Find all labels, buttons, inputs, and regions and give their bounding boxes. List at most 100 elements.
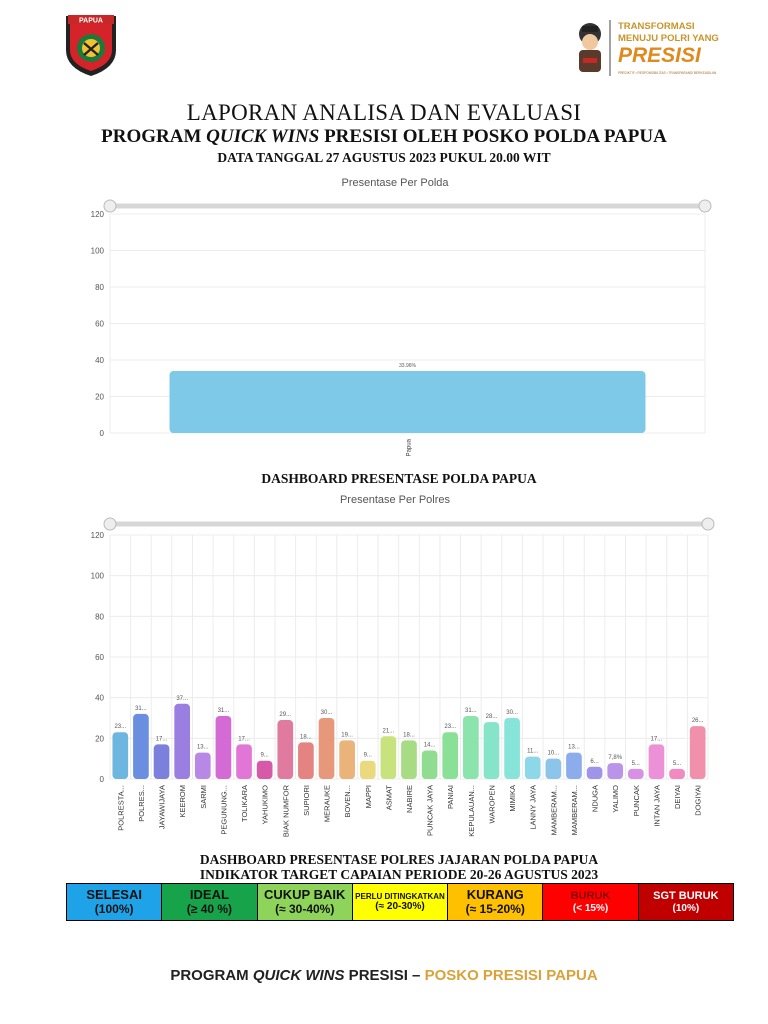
bar (421, 750, 438, 779)
bar (112, 732, 129, 779)
x-tick-label: JAYAWIJAYA (158, 785, 167, 829)
logo-transformasi: TRANSFORMASI (618, 21, 695, 32)
indicator-label: PERLU DITINGKATKAN (355, 891, 445, 901)
bar-value-label: 37... (176, 696, 188, 702)
subtitle-post: PRESISI OLEH POSKO POLDA PAPUA (319, 126, 667, 147)
bar-value-label: 31... (465, 708, 477, 714)
subtitle-pre: PROGRAM (101, 126, 207, 147)
bar (174, 703, 191, 779)
indicator-label: IDEAL (189, 886, 229, 902)
footer-italic: QUICK WINS (252, 967, 345, 984)
x-tick-label: YALIMO (611, 785, 620, 813)
bar-value-label: 19... (341, 732, 353, 738)
y-tick-label: 120 (91, 210, 105, 219)
indicator-label: BURUK (570, 889, 611, 902)
x-tick-label: KEPULAUAN... (467, 785, 476, 837)
zoom-slider-handle-right (701, 517, 715, 531)
bar (524, 756, 541, 779)
indicator-cell: IDEAL (≥ 40 %) (162, 884, 258, 920)
polres-chart-title: Presentase Per Polres (339, 494, 451, 506)
y-tick-label: 60 (95, 320, 104, 329)
bar (298, 742, 314, 779)
bar (236, 744, 252, 779)
bar (215, 715, 232, 779)
x-tick-label: MAMBERAM... (570, 785, 579, 835)
x-tick-label: MAPPI (364, 785, 373, 808)
footer-mid: PRESISI – (344, 967, 425, 984)
bar (689, 726, 706, 779)
bar-value-label: 18... (403, 732, 415, 738)
bar (401, 740, 417, 779)
footer-pre: PROGRAM (170, 967, 253, 984)
y-tick-label: 120 (91, 531, 105, 540)
y-tick-label: 40 (95, 694, 104, 703)
x-tick-label: BIAK NUMFOR (281, 784, 290, 837)
bar-value-label: 13... (197, 745, 209, 751)
bar-value-label: 13... (568, 745, 580, 751)
report-title: LAPORAN ANALISA DAN EVALUASI (186, 100, 582, 125)
indicator-cell: SGT BURUK (10%) (638, 884, 733, 920)
bar (648, 744, 665, 779)
x-tick-label: PEGUNUNG... (219, 785, 228, 835)
bar (627, 768, 644, 779)
footer-accent: POSKO PRESISI PAPUA (424, 967, 598, 984)
bar (169, 371, 646, 433)
y-tick-label: 80 (95, 612, 104, 621)
x-tick-label: ASMAT (384, 785, 393, 811)
x-tick-label: MERAUKE (323, 785, 332, 822)
x-tick-label: BOVEN... (343, 785, 352, 818)
bar-value-label: 29... (279, 712, 291, 718)
bar-value-label: 5... (632, 761, 641, 767)
x-tick-label: INTAN JAYA (652, 785, 661, 827)
y-tick-label: 0 (100, 429, 105, 438)
bar-value-label: 9... (260, 753, 269, 759)
bar (607, 763, 624, 779)
bar (339, 740, 355, 779)
bar (318, 718, 335, 779)
indicator-range: (≥ 40 %) (186, 901, 233, 916)
subtitle-italic: QUICK WINS (206, 126, 320, 147)
bar (153, 744, 170, 779)
indicator-range: (100%) (94, 901, 134, 916)
bar-value-label: 30... (506, 710, 518, 716)
y-tick-label: 100 (91, 247, 105, 256)
bar (442, 732, 459, 779)
bar-value-label: 21... (383, 728, 395, 734)
x-tick-label: DOGIYAI (694, 785, 703, 816)
indicator-range: (≈ 30-40%) (275, 901, 335, 916)
x-tick-label: NDUGA (591, 785, 600, 812)
bar (545, 758, 562, 779)
polres-dashboard-title: DASHBOARD PRESENTASE POLRES JAJARAN POLD… (199, 852, 599, 867)
bar-value-label: 30... (321, 710, 333, 716)
bar-value-label: 28... (486, 714, 498, 720)
bar (256, 760, 273, 779)
polda-dashboard-title: DASHBOARD PRESENTASE POLDA PAPUA (261, 471, 537, 486)
indicator-cell: BURUK (< 15%) (543, 884, 639, 920)
x-tick-label: PANIAI (446, 785, 455, 809)
bar-value-label: 17... (238, 736, 250, 742)
indicator-cell: CUKUP BAIK (≈ 30-40%) (257, 884, 353, 920)
x-tick-label: KEEROM (178, 785, 187, 818)
bar (463, 715, 479, 779)
bar-value-label: 10... (548, 751, 560, 757)
indicator-label: SGT BURUK (653, 889, 719, 902)
zoom-slider-handle-left (103, 517, 117, 531)
zoom-slider-handle-right (698, 199, 712, 213)
x-tick-label: POLRESTA... (116, 785, 125, 831)
bar-value-label: 7,8% (608, 755, 622, 761)
footer: PROGRAM QUICK WINS PRESISI – POSKO PRESI… (0, 967, 768, 984)
bar-value-label: 17... (156, 736, 168, 742)
indicator-range: (≈ 20-30%) (375, 900, 425, 912)
bar-value-label: 14... (424, 743, 436, 749)
indicator-range: (≈ 15-20%) (465, 901, 525, 916)
y-tick-label: 20 (95, 393, 104, 402)
indicator-range: (< 15%) (572, 902, 609, 914)
bar-value-label: 33.96% (399, 363, 417, 369)
y-tick-label: 80 (95, 283, 104, 292)
bar (359, 760, 376, 779)
report-subtitle: PROGRAM QUICK WINS PRESISI OLEH POSKO PO… (0, 126, 768, 148)
bar-value-label: 9... (364, 753, 373, 759)
bar (669, 768, 685, 779)
